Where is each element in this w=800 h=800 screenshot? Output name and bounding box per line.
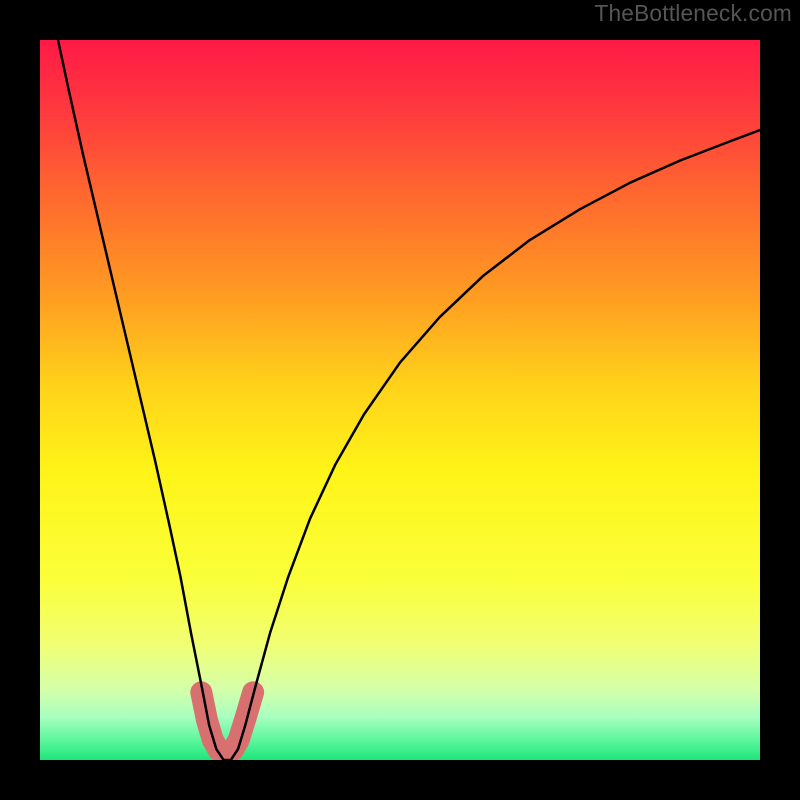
bottleneck-chart-svg — [0, 0, 800, 800]
chart-container: TheBottleneck.com — [0, 0, 800, 800]
plot-area-background — [40, 40, 760, 760]
